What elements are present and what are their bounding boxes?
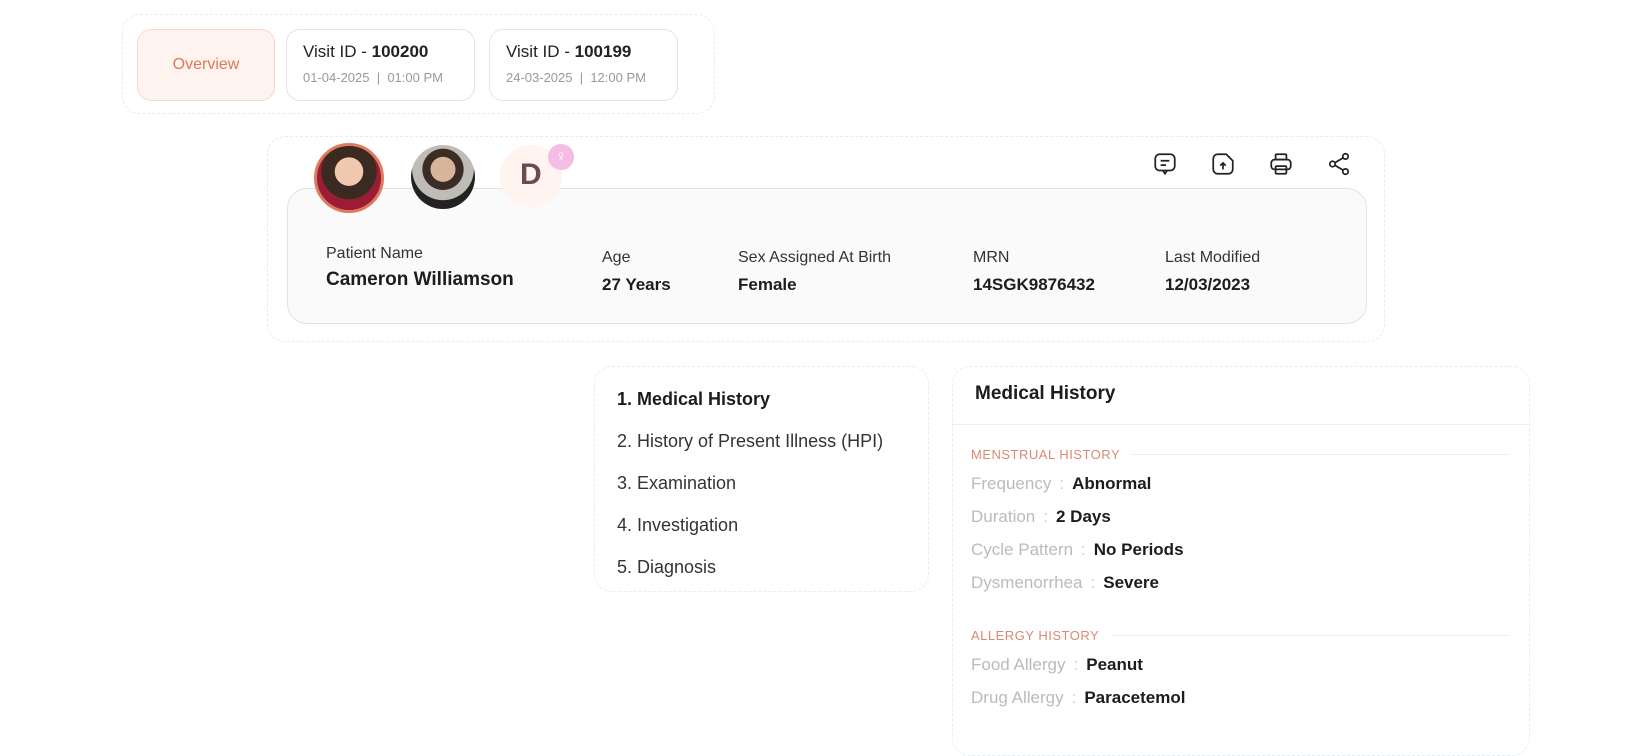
visit-time: 01:00 PM: [387, 70, 443, 85]
section-menstrual-history: MENSTRUAL HISTORY: [971, 447, 1509, 462]
field-value: 14SGK9876432: [973, 275, 1095, 294]
field-value: 27 Years: [602, 275, 671, 294]
patient-info: Patient Name Cameron Williamson Age 27 Yea…: [287, 188, 1367, 324]
visit-tabs: Overview Visit ID - 100200 01-04-2025 | …: [122, 14, 715, 114]
panel-title: Medical History: [953, 367, 1529, 425]
visit-prefix: Visit ID -: [303, 42, 372, 61]
tab-overview[interactable]: Overview: [137, 29, 275, 101]
tab-visit-100199[interactable]: Visit ID - 100199 24-03-2025 | 12:00 PM: [489, 29, 678, 101]
field-last-modified: Last Modified 12/03/2023: [1165, 249, 1260, 295]
visit-id: 100200: [371, 42, 429, 61]
field-value: Cameron Williamson: [326, 269, 514, 290]
field-sex: Sex Assigned At Birth Female: [738, 249, 891, 295]
row-dysmenorrhea: Dysmenorrhea: Severe: [971, 573, 1160, 592]
doctor-avatar[interactable]: [411, 145, 475, 209]
row-value: Severe: [1103, 573, 1160, 592]
row-key: Dysmenorrhea: [971, 573, 1083, 592]
tab-visit-100200[interactable]: Visit ID - 100200 01-04-2025 | 01:00 PM: [286, 29, 475, 101]
nav-medical-history[interactable]: 1. Medical History: [617, 389, 771, 409]
visit-date: 01-04-2025: [303, 70, 370, 85]
row-cycle-pattern: Cycle Pattern: No Periods: [971, 540, 1184, 559]
field-label: Last Modified: [1165, 249, 1261, 266]
row-key: Food Allergy: [971, 655, 1066, 674]
visit-id: 100199: [574, 42, 632, 61]
comment-icon[interactable]: [1152, 151, 1178, 177]
section-allergy-history: ALLERGY HISTORY: [971, 628, 1509, 643]
patient-card: Patient Name Cameron Williamson Age 27 Yea…: [267, 136, 1385, 342]
field-label: Sex Assigned At Birth: [738, 249, 891, 266]
field-label: MRN: [973, 249, 1010, 266]
field-mrn: MRN 14SGK9876432: [973, 249, 1095, 295]
row-key: Frequency: [971, 474, 1052, 493]
nav-diagnosis[interactable]: 5. Diagnosis: [617, 557, 717, 577]
medical-history-panel: Medical History MENSTRUAL HISTORY Freque…: [952, 366, 1530, 756]
row-key: Drug Allergy: [971, 688, 1064, 707]
row-value: No Periods: [1093, 540, 1184, 559]
initial-avatar-letter: D: [520, 158, 542, 191]
visit-date: 24-03-2025: [506, 70, 573, 85]
nav-examination[interactable]: 3. Examination: [617, 473, 737, 493]
nav-hpi[interactable]: 2. History of Present Illness (HPI): [617, 431, 884, 451]
print-icon[interactable]: [1268, 151, 1294, 177]
section-nav: 1. Medical History 2. History of Present…: [594, 366, 929, 592]
row-value: Peanut: [1086, 655, 1143, 674]
upload-file-icon[interactable]: [1210, 151, 1236, 177]
share-icon[interactable]: [1326, 151, 1352, 177]
row-key: Duration: [971, 507, 1036, 526]
field-value: 12/03/2023: [1165, 275, 1251, 294]
row-drug-allergy: Drug Allergy: Paracetemol: [971, 688, 1186, 707]
row-food-allergy: Food Allergy: Peanut: [971, 655, 1143, 674]
patient-avatar[interactable]: [314, 143, 384, 213]
visit-time: 12:00 PM: [590, 70, 646, 85]
row-value: Abnormal: [1072, 474, 1152, 493]
row-value: 2 Days: [1056, 507, 1111, 526]
field-label: Patient Name: [326, 245, 423, 262]
field-value: Female: [738, 275, 797, 294]
field-age: Age 27 Years: [602, 249, 671, 295]
field-patient-name: Patient Name Cameron Williamson: [326, 245, 514, 291]
female-icon: ♀: [548, 144, 574, 170]
visit-prefix: Visit ID -: [506, 42, 575, 61]
row-duration: Duration:2 Days: [971, 507, 1111, 526]
row-key: Cycle Pattern: [971, 540, 1074, 559]
nav-investigation[interactable]: 4. Investigation: [617, 515, 739, 535]
row-frequency: Frequency: Abnormal: [971, 474, 1152, 493]
row-value: Paracetemol: [1084, 688, 1186, 707]
field-label: Age: [602, 249, 631, 266]
